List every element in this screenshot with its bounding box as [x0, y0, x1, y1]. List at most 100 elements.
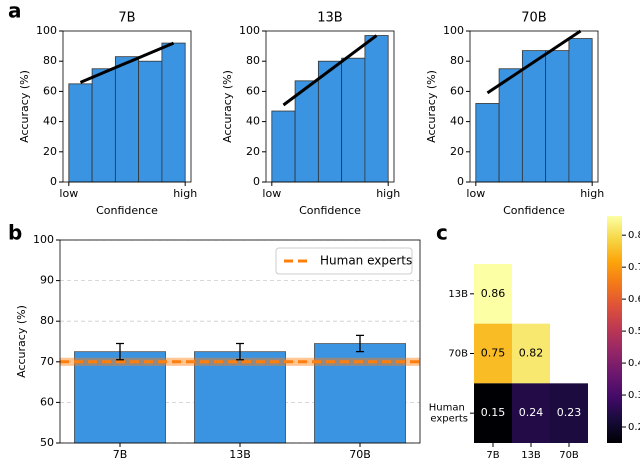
x-tick-label: high [173, 187, 197, 200]
y-axis-label: Accuracy (%) [15, 305, 28, 378]
y-tick-label: 80 [43, 54, 57, 67]
column-label: 70B [559, 450, 579, 461]
cell-label: 0.86 [481, 287, 506, 300]
cell-label: 0.24 [519, 406, 544, 419]
cell-label: 0.82 [519, 347, 544, 360]
cell-label: 0.15 [481, 406, 506, 419]
x-axis-label: Confidence [96, 204, 158, 217]
y-tick-label: 40 [450, 115, 464, 128]
colorbar-tick-label: 0.6 [628, 294, 640, 305]
error-bar [236, 342, 244, 361]
bar [161, 42, 186, 183]
y-tick-label: 40 [43, 115, 57, 128]
row-label: 13B [448, 289, 468, 300]
y-tick-label: 60 [40, 395, 54, 408]
bar [317, 60, 343, 183]
y-tick-label: 80 [450, 54, 464, 67]
bar [568, 38, 593, 183]
bar [74, 351, 166, 444]
y-tick-label: 20 [246, 145, 260, 158]
y-tick-label: 70 [40, 355, 54, 368]
bar [313, 343, 406, 444]
bar [545, 50, 570, 183]
row-label: Human experts [429, 403, 468, 425]
panel-label: a [8, 0, 22, 23]
bar [193, 351, 286, 444]
axes-frame [469, 30, 599, 183]
y-axis-label: Accuracy (%) [425, 70, 438, 143]
heatmap-cell [474, 383, 512, 443]
trend-line [79, 41, 175, 84]
bar [475, 103, 500, 183]
heatmap-cell [550, 383, 588, 443]
colorbar-tick-label: 0.8 [628, 230, 640, 241]
y-tick-label: 20 [450, 145, 464, 158]
y-tick-label: 40 [246, 115, 260, 128]
cell-label: 0.23 [557, 406, 582, 419]
bar [341, 57, 366, 183]
x-tick-label: high [580, 187, 604, 200]
colorbar-tick-label: 0.3 [628, 390, 640, 401]
y-tick-label: 60 [246, 84, 260, 97]
column-label: 7B [486, 450, 499, 461]
axes-frame [62, 30, 192, 183]
y-tick-label: 100 [33, 233, 54, 246]
heatmap-cell [512, 383, 550, 443]
x-tick-label: 13B [229, 448, 251, 461]
legend-label: Human experts [320, 254, 412, 268]
x-axis-label: Confidence [503, 204, 565, 217]
cell-label: 0.75 [481, 347, 506, 360]
chart-title: 70B [521, 11, 546, 26]
bar [498, 68, 523, 183]
colorbar-tick-label: 0.7 [628, 262, 640, 273]
y-tick-label: 100 [239, 24, 260, 37]
y-tick-label: 60 [43, 84, 57, 97]
heatmap-cell [474, 323, 512, 384]
x-tick-label: high [376, 187, 400, 200]
y-tick-label: 0 [457, 175, 464, 188]
bar [91, 68, 116, 183]
trend-line [282, 34, 378, 107]
axes-frame [59, 239, 421, 444]
y-tick-label: 100 [443, 24, 464, 37]
y-tick-label: 0 [253, 175, 260, 188]
x-tick-label: 70B [349, 448, 371, 461]
chart-title: 7B [118, 11, 135, 26]
y-tick-label: 60 [450, 84, 464, 97]
panel-label: c [436, 221, 448, 245]
reference-band [60, 357, 420, 366]
y-tick-label: 20 [43, 145, 57, 158]
x-tick-label: low [262, 187, 281, 200]
bar [364, 35, 389, 183]
bar [294, 80, 319, 183]
chart-title: 13B [317, 11, 342, 26]
bar [271, 110, 296, 183]
bar [138, 60, 163, 183]
y-axis-label: Accuracy (%) [221, 70, 234, 143]
heatmap-cell [474, 264, 512, 324]
colorbar [607, 216, 622, 443]
axes-frame [265, 30, 395, 183]
x-axis-label: Confidence [299, 204, 361, 217]
x-tick-label: low [466, 187, 485, 200]
y-tick-label: 0 [50, 175, 57, 188]
y-tick-label: 80 [40, 314, 54, 327]
legend-box [275, 247, 413, 275]
y-tick-label: 80 [246, 54, 260, 67]
trend-line [486, 29, 582, 95]
y-tick-label: 90 [40, 274, 54, 287]
colorbar-tick-label: 0.4 [628, 358, 640, 369]
bar [114, 56, 140, 183]
x-tick-label: low [59, 187, 78, 200]
colorbar-tick-label: 0.2 [628, 422, 640, 433]
bar [521, 50, 547, 183]
y-tick-label: 100 [36, 24, 57, 37]
panel-label: b [8, 221, 22, 245]
bar [68, 83, 93, 183]
error-bar [356, 334, 364, 353]
y-tick-label: 50 [40, 436, 54, 449]
column-label: 13B [521, 450, 541, 461]
heatmap-cell [512, 323, 550, 384]
row-label: 70B [448, 349, 468, 360]
